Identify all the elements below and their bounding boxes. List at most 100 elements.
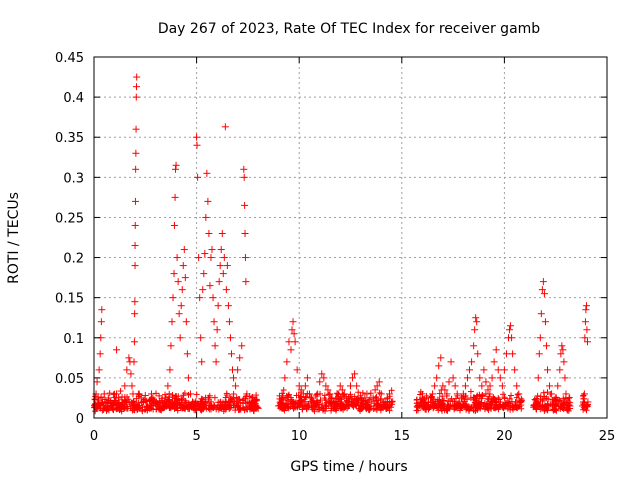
band-marker xyxy=(124,405,131,412)
band-marker xyxy=(222,394,229,401)
band-marker xyxy=(417,388,424,395)
band-marker xyxy=(173,404,180,411)
data-point xyxy=(583,326,591,334)
data-point xyxy=(158,396,166,404)
data-point xyxy=(172,161,180,169)
data-point xyxy=(566,402,574,410)
data-point xyxy=(198,358,206,366)
data-point xyxy=(127,370,135,378)
data-point xyxy=(561,374,569,382)
band-marker xyxy=(208,406,215,413)
band-marker xyxy=(240,396,247,403)
band-marker xyxy=(121,394,128,401)
data-point xyxy=(347,382,354,390)
data-point xyxy=(154,402,162,410)
band-marker xyxy=(134,402,141,409)
data-point xyxy=(205,229,213,237)
data-point xyxy=(584,398,592,406)
data-point xyxy=(459,390,467,398)
data-point xyxy=(506,326,514,334)
band-marker xyxy=(295,392,302,399)
data-point xyxy=(359,398,367,406)
data-point xyxy=(326,390,334,398)
data-point xyxy=(308,394,316,402)
band-marker xyxy=(321,392,328,399)
data-point xyxy=(210,318,218,326)
band-marker xyxy=(280,387,287,394)
data-point xyxy=(201,250,209,258)
band-marker xyxy=(235,396,242,403)
band-marker xyxy=(482,390,489,397)
band-marker xyxy=(345,394,352,401)
data-point xyxy=(552,394,560,402)
band-marker xyxy=(452,405,459,412)
band-marker xyxy=(211,394,218,401)
data-point xyxy=(511,366,519,374)
data-point xyxy=(367,402,375,410)
data-point xyxy=(534,374,542,382)
data-point xyxy=(369,394,377,402)
data-point xyxy=(133,73,141,81)
y-tick-label: 0.25 xyxy=(55,211,84,226)
band-marker xyxy=(472,401,479,408)
data-point xyxy=(211,342,219,350)
data-point xyxy=(218,229,226,237)
band-marker xyxy=(389,398,396,405)
band-marker xyxy=(299,406,306,413)
data-point xyxy=(338,386,346,394)
band-marker xyxy=(488,405,495,412)
band-marker xyxy=(386,407,393,414)
data-point xyxy=(244,398,252,406)
data-point xyxy=(212,358,220,366)
y-tick-label: 0.45 xyxy=(55,51,84,66)
data-point xyxy=(584,338,592,346)
data-point xyxy=(98,306,106,314)
band-marker xyxy=(414,404,421,411)
data-point xyxy=(111,396,119,404)
data-point xyxy=(208,246,216,254)
band-marker xyxy=(243,406,250,413)
data-point xyxy=(429,390,437,398)
band-marker xyxy=(169,403,176,410)
band-marker xyxy=(223,392,230,399)
data-point xyxy=(517,398,525,406)
band-marker xyxy=(99,407,106,414)
data-point xyxy=(184,374,192,382)
band-marker xyxy=(493,404,500,411)
data-point xyxy=(219,270,227,278)
band-marker xyxy=(290,400,297,407)
data-point xyxy=(167,342,175,350)
data-point xyxy=(515,390,523,398)
y-tick-label: 0.15 xyxy=(55,292,84,307)
y-axis-label: ROTI / TECUs xyxy=(6,192,22,284)
band-marker xyxy=(388,387,395,394)
data-point xyxy=(176,334,184,342)
band-marker xyxy=(501,395,508,402)
data-point xyxy=(496,374,504,382)
data-point xyxy=(466,366,474,374)
band-marker xyxy=(364,404,371,411)
data-point xyxy=(533,398,541,406)
band-marker xyxy=(541,393,548,400)
data-point xyxy=(194,173,202,181)
data-point xyxy=(254,404,262,412)
data-point xyxy=(115,394,123,402)
data-point xyxy=(363,390,371,398)
data-point xyxy=(349,374,357,382)
chart-title: Day 267 of 2023, Rate Of TEC Index for r… xyxy=(158,21,540,37)
data-point xyxy=(582,302,590,310)
data-point xyxy=(371,386,379,394)
band-marker xyxy=(218,405,225,412)
data-point xyxy=(139,398,147,406)
band-marker xyxy=(130,406,137,413)
band-marker xyxy=(544,401,551,408)
data-point xyxy=(388,398,396,406)
data-point xyxy=(537,310,545,318)
data-point xyxy=(289,318,297,326)
x-axis-label: GPS time / hours xyxy=(290,459,407,475)
data-point xyxy=(305,390,313,398)
band-marker xyxy=(325,402,332,409)
data-point xyxy=(290,330,298,338)
band-marker xyxy=(566,394,573,401)
data-point xyxy=(195,254,203,262)
